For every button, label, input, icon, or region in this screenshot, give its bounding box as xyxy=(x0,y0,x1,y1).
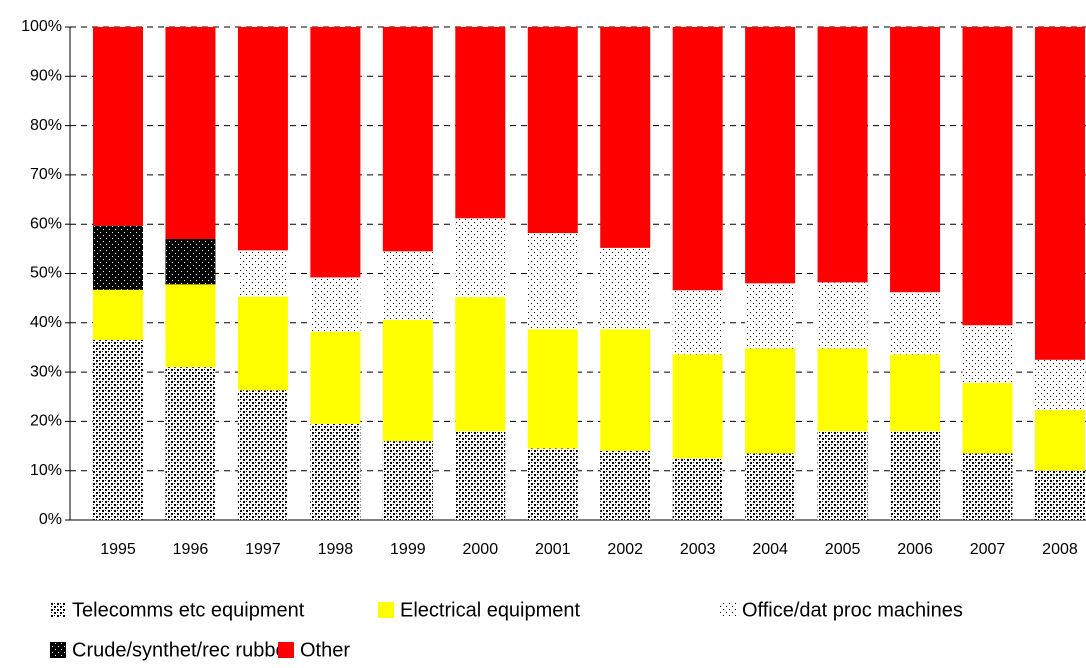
legend-swatch xyxy=(278,642,294,658)
bar-segment xyxy=(382,27,433,252)
x-tick-label: 2000 xyxy=(463,541,499,558)
legend-label: Office/dat proc machines xyxy=(742,599,963,621)
x-tick-label: 2002 xyxy=(607,541,643,558)
y-tick-label: 50% xyxy=(30,265,62,282)
x-tick-label: 2006 xyxy=(897,541,933,558)
legend-swatch xyxy=(720,602,736,618)
bar-segment xyxy=(165,284,216,368)
x-tick-label: 2004 xyxy=(752,541,788,558)
legend-swatch xyxy=(50,642,66,658)
bar-segment xyxy=(745,27,796,284)
bar-segment xyxy=(165,27,216,239)
bar-segment xyxy=(890,431,941,520)
x-tick-label: 2008 xyxy=(1042,541,1078,558)
bar-segment xyxy=(817,282,868,349)
legend: Telecomms etc equipment Electrical equipm… xyxy=(50,599,963,661)
bar-segment xyxy=(817,27,868,283)
bar-segment xyxy=(817,348,868,432)
legend-label: Electrical equipment xyxy=(400,599,581,621)
bar-segment xyxy=(890,292,941,355)
bar-segment xyxy=(600,329,651,451)
bar-segment xyxy=(890,354,941,432)
bar-segment xyxy=(600,450,651,520)
bar-segment xyxy=(745,283,796,349)
bar-segment xyxy=(962,453,1013,520)
bar-segment xyxy=(600,247,651,330)
y-tick-label: 30% xyxy=(30,363,62,380)
x-tick-label: 2001 xyxy=(535,541,571,558)
bar-segment xyxy=(93,340,143,520)
bar-segment xyxy=(745,453,796,520)
y-tick-label: 70% xyxy=(30,166,62,183)
y-tick-label: 10% xyxy=(30,462,62,479)
bar-segment xyxy=(93,27,143,226)
bar-segment xyxy=(165,367,216,520)
bar-segment xyxy=(382,251,433,320)
bar-segment xyxy=(165,238,216,285)
bar-segment xyxy=(310,423,361,520)
x-tick-label: 1999 xyxy=(390,541,426,558)
bar-segment xyxy=(672,458,723,520)
bar-segment xyxy=(455,297,506,432)
legend-swatch xyxy=(50,602,66,618)
bar-segment xyxy=(600,27,651,248)
bar-segment xyxy=(237,390,288,520)
bar-segment xyxy=(310,277,361,332)
bar-segment xyxy=(93,225,143,290)
legend-label: Other xyxy=(300,639,350,661)
bar-segment xyxy=(745,348,796,454)
y-tick-label: 100% xyxy=(21,18,62,35)
legend-label: Telecomms etc equipment xyxy=(72,599,305,621)
bar-segment xyxy=(672,290,723,355)
bar-segment xyxy=(310,331,361,424)
y-tick-label: 60% xyxy=(30,215,62,232)
bar-segment xyxy=(527,448,578,520)
y-tick-label: 80% xyxy=(30,117,62,134)
y-tick-label: 90% xyxy=(30,68,62,85)
bar-segment xyxy=(382,441,433,520)
y-tick-label: 20% xyxy=(30,413,62,430)
bar-segment xyxy=(455,218,506,298)
x-tick-label: 2007 xyxy=(970,541,1006,558)
bar-segment xyxy=(1034,410,1085,471)
bar-segment xyxy=(455,27,506,219)
bar-segment xyxy=(527,233,578,330)
bar-segment xyxy=(890,27,941,293)
bar-segment xyxy=(237,296,288,391)
x-tick-label: 1998 xyxy=(318,541,354,558)
bar-segment xyxy=(310,27,361,278)
x-tick-label: 2005 xyxy=(825,541,861,558)
x-tick-label: 2003 xyxy=(680,541,716,558)
x-tick-label: 1995 xyxy=(100,541,136,558)
x-tick-label: 1997 xyxy=(245,541,281,558)
bar-segment xyxy=(1034,359,1085,411)
bar-segment xyxy=(237,27,288,251)
bar-segment xyxy=(527,27,578,234)
bar-segment xyxy=(1034,470,1085,520)
x-tick-label: 1996 xyxy=(173,541,209,558)
bar-segment xyxy=(962,27,1013,326)
bar-segment xyxy=(237,250,288,297)
bar-segment xyxy=(672,354,723,459)
bar-segment xyxy=(1034,27,1085,360)
y-tick-label: 40% xyxy=(30,314,62,331)
bar-segment xyxy=(962,382,1013,454)
bar-segment xyxy=(817,431,868,520)
legend-swatch xyxy=(378,602,394,618)
bar-segment xyxy=(455,431,506,520)
bar-segment xyxy=(527,329,578,449)
y-tick-label: 0% xyxy=(39,511,62,528)
bar-segment xyxy=(962,325,1013,383)
legend-label: Crude/synthet/rec rubber xyxy=(72,639,294,661)
bar-segment xyxy=(382,319,433,442)
bar-segment xyxy=(672,27,723,291)
bar-segment xyxy=(93,289,143,341)
